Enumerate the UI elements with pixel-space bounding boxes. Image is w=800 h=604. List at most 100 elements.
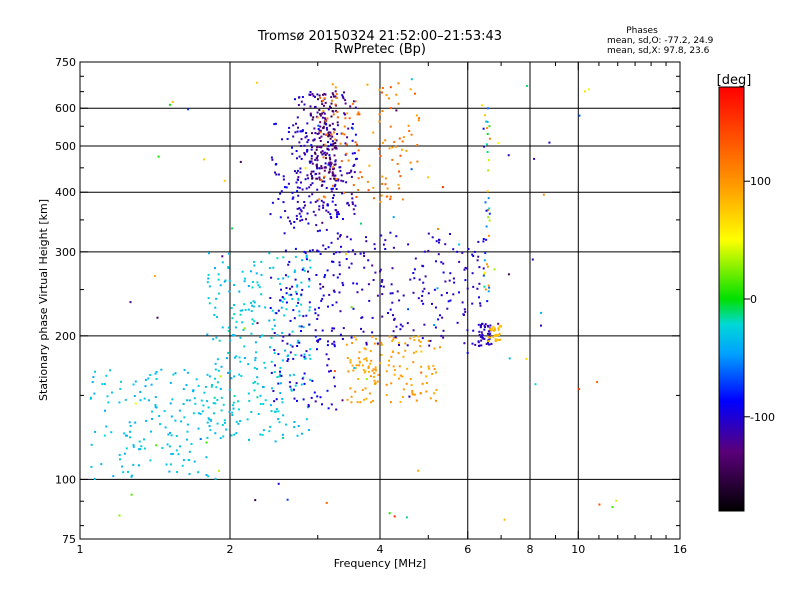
data-point bbox=[300, 432, 303, 435]
data-point bbox=[233, 433, 236, 436]
data-point bbox=[325, 209, 328, 212]
data-point bbox=[302, 398, 305, 401]
data-point bbox=[398, 187, 401, 190]
data-point bbox=[197, 471, 199, 474]
data-point bbox=[284, 249, 287, 252]
data-point bbox=[376, 342, 379, 345]
data-point bbox=[297, 339, 300, 342]
data-point bbox=[615, 499, 618, 502]
data-point bbox=[284, 210, 287, 212]
data-point bbox=[442, 271, 445, 274]
data-point bbox=[308, 277, 311, 280]
data-point bbox=[270, 156, 273, 159]
data-point bbox=[250, 332, 253, 335]
data-point bbox=[396, 163, 399, 165]
data-point bbox=[156, 316, 159, 319]
data-point bbox=[331, 200, 334, 203]
data-point bbox=[278, 375, 281, 378]
data-point bbox=[338, 166, 341, 169]
data-point bbox=[238, 373, 241, 376]
data-point bbox=[369, 350, 372, 353]
data-point bbox=[398, 377, 401, 380]
data-point bbox=[294, 353, 297, 356]
data-point bbox=[330, 102, 333, 105]
data-point bbox=[356, 143, 358, 146]
data-point bbox=[170, 434, 173, 437]
data-point bbox=[309, 183, 312, 186]
data-point bbox=[392, 216, 395, 219]
data-point bbox=[355, 196, 358, 198]
data-point bbox=[92, 376, 95, 378]
data-point bbox=[493, 327, 496, 330]
data-point bbox=[334, 163, 337, 166]
data-point bbox=[303, 355, 306, 358]
data-point bbox=[327, 141, 329, 144]
data-point bbox=[208, 285, 211, 288]
data-point bbox=[404, 342, 407, 345]
data-point bbox=[507, 154, 510, 157]
data-point bbox=[319, 114, 322, 117]
data-point bbox=[186, 430, 189, 433]
data-point bbox=[138, 464, 140, 467]
data-point bbox=[319, 283, 322, 286]
data-point bbox=[310, 148, 313, 151]
y-tick-label: 750 bbox=[55, 56, 76, 69]
data-point bbox=[301, 96, 304, 98]
data-point bbox=[281, 339, 284, 342]
data-point bbox=[483, 324, 486, 327]
data-point bbox=[256, 396, 259, 399]
data-point bbox=[90, 465, 93, 468]
data-point bbox=[389, 198, 392, 201]
data-point bbox=[321, 297, 324, 300]
data-point bbox=[482, 238, 485, 240]
data-point bbox=[452, 248, 455, 251]
data-point bbox=[218, 469, 220, 472]
data-point bbox=[365, 397, 368, 400]
data-point bbox=[270, 336, 273, 339]
data-point bbox=[343, 112, 346, 115]
data-point bbox=[411, 389, 414, 392]
data-point bbox=[307, 285, 310, 288]
data-point bbox=[315, 165, 318, 168]
data-point bbox=[314, 214, 317, 217]
data-point bbox=[330, 329, 333, 332]
data-point bbox=[319, 131, 322, 134]
data-point bbox=[433, 392, 436, 395]
data-point bbox=[303, 103, 306, 106]
data-point bbox=[497, 328, 500, 331]
data-point bbox=[129, 430, 131, 433]
data-point bbox=[304, 167, 307, 170]
data-point bbox=[129, 301, 132, 304]
data-point bbox=[485, 263, 488, 266]
data-point bbox=[372, 399, 374, 402]
data-point bbox=[293, 426, 296, 429]
data-point bbox=[293, 388, 295, 391]
data-point bbox=[466, 351, 469, 354]
data-point bbox=[250, 310, 253, 312]
data-point bbox=[421, 290, 424, 293]
data-point bbox=[217, 278, 220, 281]
data-point bbox=[299, 167, 302, 170]
data-point bbox=[423, 250, 426, 253]
data-point bbox=[394, 145, 397, 148]
data-point bbox=[447, 300, 450, 303]
data-point bbox=[295, 172, 298, 174]
data-point bbox=[526, 84, 529, 87]
data-point bbox=[282, 414, 285, 417]
data-point bbox=[279, 373, 282, 376]
data-point bbox=[368, 164, 371, 167]
data-point bbox=[296, 284, 299, 287]
data-point bbox=[155, 371, 158, 373]
data-point bbox=[341, 94, 344, 97]
data-point bbox=[279, 192, 282, 195]
data-point bbox=[237, 408, 240, 411]
data-point bbox=[274, 163, 277, 166]
data-point bbox=[158, 415, 161, 417]
data-point bbox=[318, 208, 321, 211]
data-point bbox=[436, 287, 439, 290]
data-point bbox=[273, 352, 276, 355]
data-point bbox=[362, 330, 365, 333]
data-point bbox=[307, 222, 310, 225]
data-point bbox=[298, 155, 301, 158]
data-point bbox=[139, 391, 142, 393]
